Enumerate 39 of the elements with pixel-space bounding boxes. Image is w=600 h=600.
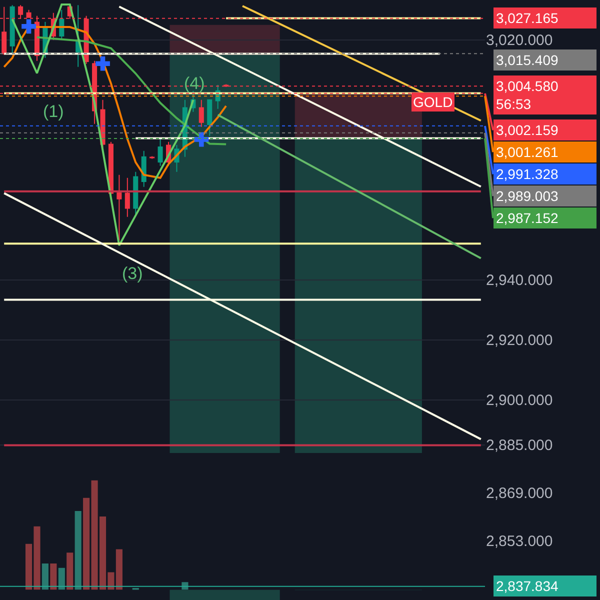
bar	[74, 511, 82, 590]
ref-line-label: 2,987.152	[496, 210, 558, 226]
ref-line-label: 3,004.580 56:53	[496, 78, 558, 112]
annotation: GOLD	[413, 94, 453, 110]
y-tick-label: 2,869.000	[486, 485, 553, 502]
ref-line-label: 2,989.003	[496, 188, 558, 204]
candlestick	[10, 4, 15, 56]
ref-line-label: 2,991.328	[496, 166, 558, 182]
annotation: (1)	[43, 102, 64, 121]
line-series	[36, 36, 228, 146]
candlestick	[116, 174, 122, 242]
y-tick-label: 3,020.000	[486, 32, 553, 50]
candlestick	[133, 171, 138, 214]
ref-line-label: 3,027.165	[496, 10, 558, 26]
point	[22, 19, 36, 34]
annotation: (3)	[122, 264, 143, 283]
y-tick-label: 2,853.000	[486, 533, 553, 550]
bar	[66, 552, 74, 590]
y-tick-label: 2,940.000	[486, 272, 553, 290]
ref-line-label: 3,002.159	[496, 122, 558, 138]
candlestick	[124, 177, 130, 218]
bar	[58, 568, 65, 590]
candlestick	[198, 99, 204, 128]
candlestick	[150, 156, 155, 160]
point	[96, 56, 110, 71]
y-tick-label: 2,885.000	[486, 437, 553, 454]
ref-line-label: 3,015.409	[496, 52, 558, 68]
y-tick-label: 2,920.000	[486, 332, 553, 350]
y-tick-label: 2,900.000	[486, 392, 553, 410]
bar	[50, 564, 57, 590]
bar	[42, 564, 48, 590]
candlestick	[158, 138, 163, 166]
ref-line-label: 2,837.834	[496, 578, 558, 594]
candlestick	[207, 99, 212, 136]
candlestick	[59, 9, 64, 40]
ref-line-label: 3,001.261	[496, 144, 558, 160]
bar	[83, 498, 90, 590]
point	[194, 132, 209, 147]
annotation: (4)	[184, 74, 205, 93]
